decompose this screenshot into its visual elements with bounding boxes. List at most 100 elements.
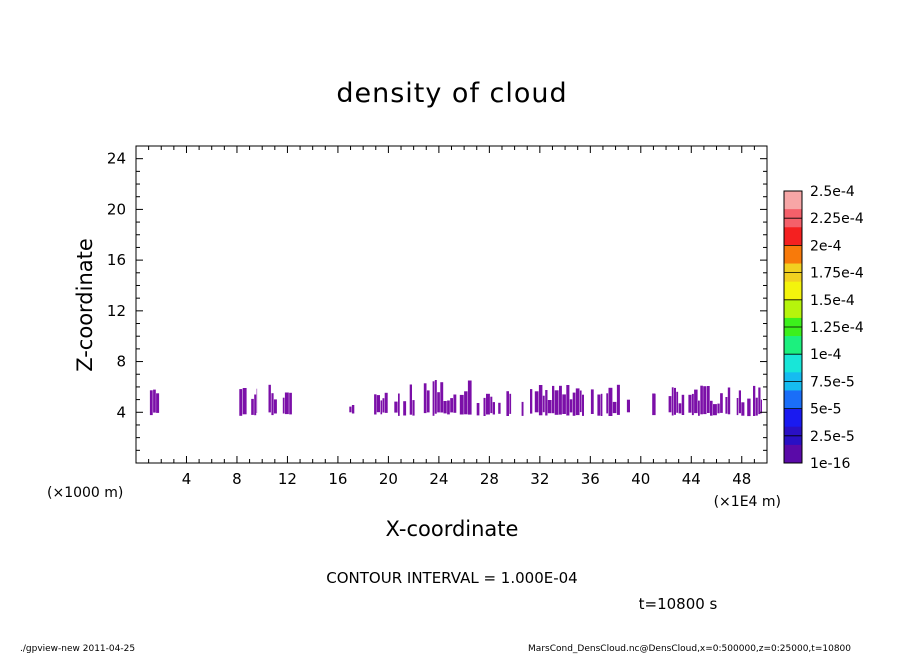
cloud-cell: [671, 387, 674, 416]
x-tick-label: 24: [429, 470, 448, 488]
cloud-cell: [760, 399, 762, 414]
colorbar-segment: [784, 281, 802, 301]
cloud-cell: [376, 395, 380, 413]
cloud-cell: [703, 386, 707, 415]
x-tick-label: 8: [232, 470, 242, 488]
cloud-cell: [437, 392, 440, 413]
cloud-cell: [538, 385, 543, 416]
cloud-cell: [674, 387, 676, 415]
cloud-layer: [149, 380, 762, 417]
cloud-cell: [545, 390, 548, 416]
colorbar-label: 1e-16: [810, 456, 850, 472]
cloud-cell: [459, 394, 464, 415]
y-tick-label: 24: [107, 150, 126, 168]
colorbar-segment: [784, 354, 802, 373]
cloud-patch: [476, 393, 495, 416]
colorbar-segment: [784, 227, 802, 246]
cloud-cell: [282, 397, 285, 414]
cloud-patch: [432, 380, 472, 416]
cloud-cell: [409, 384, 412, 415]
x-tick-label: 20: [379, 470, 398, 488]
x-tick-label: 28: [480, 470, 499, 488]
cloud-cell: [626, 399, 630, 413]
cloud-cell: [566, 385, 570, 416]
cloud-cell: [582, 394, 584, 416]
cloud-cell: [694, 389, 698, 414]
cloud-cell: [559, 385, 562, 415]
x-axis-multiplier: (×1E4 m): [714, 494, 781, 510]
cloud-cell: [652, 393, 656, 416]
cloud-cell: [676, 391, 679, 413]
cloud-patch: [403, 383, 430, 416]
cloud-cell: [678, 403, 682, 414]
cloud-cell: [351, 405, 355, 414]
cloud-cell: [467, 380, 472, 415]
cloud-cell: [426, 390, 430, 413]
cloud-cell: [572, 392, 576, 416]
cloud-cell: [153, 389, 156, 413]
y-tick-label: 4: [116, 403, 126, 421]
cloud-patch: [349, 405, 355, 414]
footer-left: ./gpview-new 2011-04-25: [20, 644, 135, 654]
cloud-cell: [289, 392, 292, 415]
cloud-cell: [412, 400, 415, 416]
cloud-cell: [268, 384, 271, 413]
cloud-cell: [600, 393, 603, 416]
cloud-cell: [698, 400, 700, 416]
cloud-cell: [681, 394, 685, 415]
y-tick-label: 16: [107, 251, 126, 269]
cloud-cell: [738, 390, 741, 414]
cloud-cell: [423, 383, 427, 414]
cloud-cell: [242, 388, 247, 415]
cloud-cell: [486, 393, 490, 415]
cloud-cell: [256, 388, 258, 413]
cloud-cell: [606, 393, 609, 414]
cloud-cell: [597, 394, 601, 416]
cloud-cell: [464, 391, 468, 415]
y-axis-multiplier: (×1000 m): [47, 485, 123, 501]
cloud-cell: [612, 401, 617, 414]
x-axis-label: X-coordinate: [386, 517, 519, 541]
cloud-cell: [440, 382, 444, 413]
cloud-cell: [382, 398, 385, 413]
cloud-cell: [562, 394, 566, 414]
cloud-cell: [717, 403, 720, 414]
cloud-patch: [626, 399, 630, 413]
cloud-cell: [273, 399, 277, 414]
cloud-cell: [490, 396, 493, 414]
cloud-cell: [506, 391, 509, 416]
cloud-cell: [443, 401, 447, 414]
cloud-cell: [547, 400, 552, 414]
cloud-cell: [736, 398, 739, 416]
cloud-cell: [453, 394, 457, 413]
cloud-patch: [239, 388, 258, 416]
cloud-cell: [492, 402, 495, 415]
cloud-cell: [747, 398, 751, 417]
cloud-patch: [498, 389, 533, 416]
cloud-cell: [384, 392, 388, 413]
colorbar-label: 1.75e-4: [810, 266, 864, 282]
cloud-cell: [707, 386, 710, 413]
cloud-cell: [727, 387, 731, 415]
cloud-cell: [758, 387, 761, 415]
cloud-cell: [271, 393, 274, 416]
cloud-cell: [251, 398, 254, 415]
y-axis-ticks: 4 8 12 16 20 24: [107, 150, 767, 451]
cloud-cell: [254, 394, 257, 416]
x-tick-label: 16: [328, 470, 347, 488]
colorbar-label: 1.5e-4: [810, 293, 855, 309]
x-tick-label: 4: [182, 470, 192, 488]
cloud-cell: [509, 393, 512, 414]
cloud-cell: [590, 389, 594, 414]
colorbar: 2.5e-4 2.25e-4 2e-4 1.75e-4 1.5e-4 1.25e-4 1e-…: [783, 184, 864, 472]
cloud-cell: [542, 395, 545, 413]
cloud-cell: [534, 391, 539, 413]
x-axis-ticks: 4 8 12 16 20 24 28 32 36 40 44 48: [148, 146, 755, 488]
cloud-patch: [534, 385, 584, 416]
x-tick-label: 48: [732, 470, 751, 488]
cloud-cell: [725, 397, 728, 414]
cloud-cell: [434, 380, 437, 414]
x-tick-label: 36: [581, 470, 600, 488]
